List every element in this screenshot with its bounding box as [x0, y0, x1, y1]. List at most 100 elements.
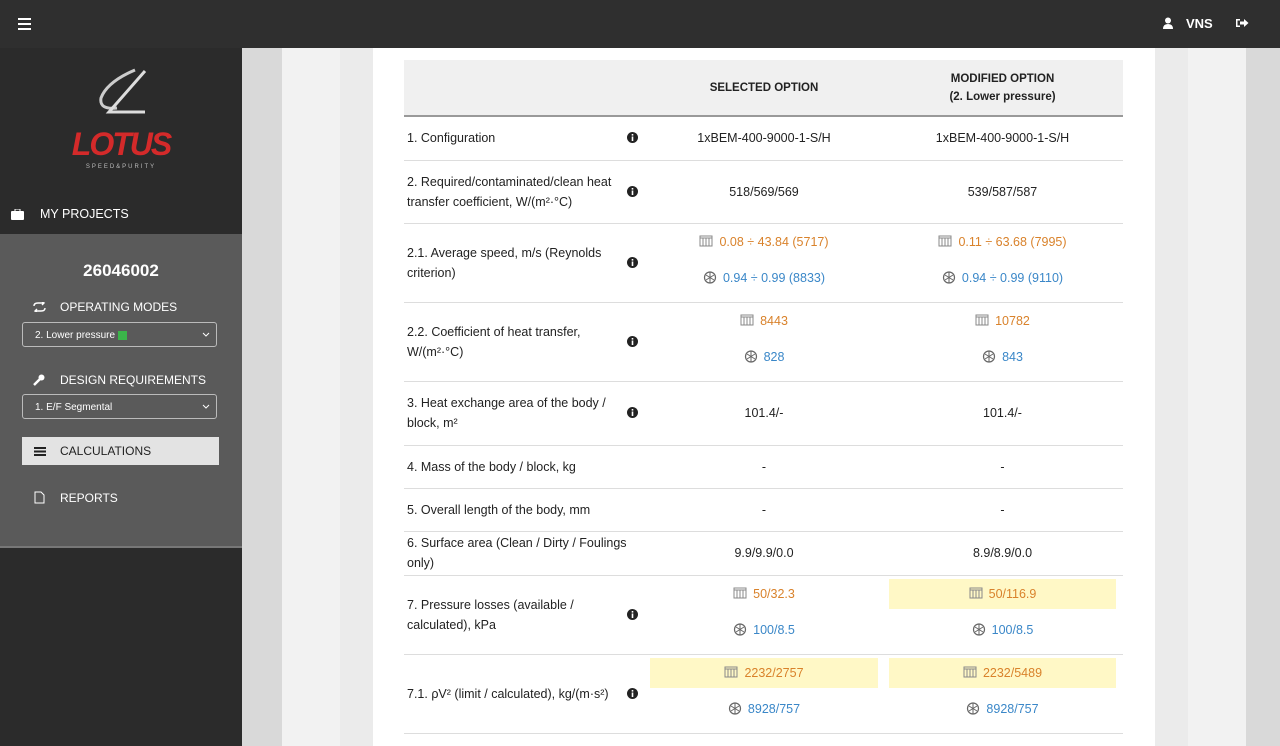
- value-modified: -: [1000, 502, 1005, 517]
- value-modified: 2232/5489 8928/757: [889, 657, 1116, 724]
- shell-line: 8928/757: [650, 694, 878, 724]
- shell-line: 828: [650, 342, 878, 372]
- tube-value: 0.11 ÷ 63.68 (7995): [958, 234, 1067, 249]
- content-card: [373, 48, 1155, 746]
- info-icon[interactable]: [626, 256, 640, 269]
- shell-line: 0.94 ÷ 0.99 (9110): [889, 263, 1116, 293]
- operating-modes-label: OPERATING MODES: [60, 300, 178, 314]
- row-label: 5. Overall length of the body, mm: [407, 502, 591, 517]
- shell-value: 100/8.5: [991, 622, 1034, 637]
- table-header: SELECTED OPTION MODIFIED OPTION (2. Lowe…: [404, 60, 1123, 117]
- row-label: 7. Pressure losses (available / calculat…: [407, 597, 574, 632]
- value-selected: -: [761, 459, 767, 474]
- tube-value: 10782: [995, 313, 1030, 328]
- value-modified: 10782 843: [889, 306, 1116, 372]
- tube-value: 50/116.9: [988, 586, 1037, 601]
- tube-icon: [975, 314, 989, 326]
- design-value: 1. E/F Segmental: [35, 402, 113, 413]
- shell-line: 100/8.5: [650, 615, 878, 645]
- shell-value: 0.94 ÷ 0.99 (8833): [722, 270, 826, 285]
- tube-line: 10782: [889, 306, 1116, 336]
- design-select[interactable]: 1. E/F Segmental: [22, 394, 217, 419]
- tube-icon: [724, 666, 738, 678]
- value-selected: 8443 828: [650, 306, 878, 372]
- operating-mode-value: 2. Lower pressure: [35, 330, 116, 341]
- tube-line: 0.11 ÷ 63.68 (7995): [889, 227, 1116, 257]
- tube-icon: [740, 314, 754, 326]
- table-row: 1. Configuration 1xBEM-400-9000-1-S/H 1xBE…: [404, 116, 1123, 161]
- info-icon[interactable]: [626, 406, 640, 419]
- shell-line: 0.94 ÷ 0.99 (8833): [650, 263, 878, 293]
- table-row: 7. Pressure losses (available / calculat…: [404, 575, 1123, 655]
- briefcase-icon: [11, 209, 24, 220]
- project-number: 26046002: [83, 261, 159, 280]
- tube-value: 2232/2757: [744, 665, 804, 680]
- shell-value: 100/8.5: [753, 622, 795, 637]
- shell-line: 843: [889, 342, 1116, 372]
- info-icon[interactable]: [626, 185, 640, 198]
- reports-link[interactable]: REPORTS: [60, 491, 118, 505]
- info-icon[interactable]: [626, 335, 640, 348]
- tube-value: 8443: [760, 313, 788, 328]
- info-icon[interactable]: [626, 608, 640, 621]
- tube-value: 50/32.3: [753, 586, 795, 601]
- user-name[interactable]: VNS: [1186, 16, 1213, 31]
- row-label: 4. Mass of the body / block, kg: [407, 459, 576, 474]
- value-modified: 1xBEM-400-9000-1-S/H: [935, 131, 1070, 145]
- top-bar: VNS: [0, 0, 1280, 48]
- shell-icon: [703, 271, 717, 284]
- tube-line: 50/32.3: [650, 579, 878, 609]
- header-modified-note: (2. Lower pressure): [949, 90, 1056, 103]
- tube-icon: [699, 235, 713, 247]
- tube-line: 50/116.9: [889, 578, 1116, 609]
- row-label: 3. Heat exchange area of the body / bloc…: [407, 396, 606, 430]
- logo-mark: [99, 68, 147, 114]
- value-modified: 0.11 ÷ 63.68 (7995) 0.94 ÷ 0.99 (9110): [889, 227, 1116, 293]
- tube-icon: [969, 587, 983, 599]
- value-modified: -: [1000, 459, 1005, 474]
- value-modified: 50/116.9 100/8.5: [889, 578, 1116, 645]
- value-modified: 8.9/8.9/0.0: [972, 546, 1033, 560]
- design-requirements-label: DESIGN REQUIREMENTS: [60, 373, 207, 387]
- table-row: 2.2. Coefficient of heat transfer, W/(m²…: [404, 302, 1123, 382]
- my-projects-link[interactable]: MY PROJECTS: [40, 207, 129, 221]
- value-selected: 2232/2757 8928/757: [650, 657, 878, 724]
- wrench-icon: [33, 374, 45, 386]
- row-label: 6. Surface area (Clean / Dirty / Fouling…: [407, 536, 627, 570]
- value-modified: 101.4/-: [983, 406, 1022, 420]
- shell-icon: [942, 271, 956, 284]
- calculations-link[interactable]: CALCULATIONS: [22, 437, 219, 465]
- logo-text: LOTUS: [71, 126, 172, 162]
- row-label: 2. Required/contaminated/clean heat tran…: [407, 174, 612, 209]
- shell-value: 8928/757: [986, 701, 1039, 716]
- tube-icon: [963, 666, 977, 678]
- table-row: 6. Surface area (Clean / Dirty / Fouling…: [404, 531, 1123, 576]
- shell-icon: [982, 350, 996, 363]
- operating-mode-select[interactable]: 2. Lower pressure: [22, 322, 217, 347]
- table-row: 2. Required/contaminated/clean heat tran…: [404, 160, 1123, 224]
- shell-line: 100/8.5: [889, 615, 1116, 645]
- project-panel: 26046002 OPERATING MODES 2. Lower pressu…: [0, 234, 242, 548]
- value-selected: -: [761, 502, 767, 517]
- shell-value: 0.94 ÷ 0.99 (9110): [961, 270, 1064, 285]
- value-selected: 50/32.3 100/8.5: [650, 579, 878, 645]
- tube-line: 8443: [650, 306, 878, 336]
- info-icon[interactable]: [626, 131, 640, 144]
- header-modified: MODIFIED OPTION (2. Lower pressure): [889, 60, 1116, 115]
- info-icon[interactable]: [626, 687, 640, 700]
- sidebar: LOTUS SPEED&PURITY MY PROJECTS 26046002 …: [0, 48, 242, 746]
- row-label: 1. Configuration: [407, 131, 496, 145]
- value-selected: 518/569/569: [729, 184, 799, 199]
- shell-icon: [728, 702, 742, 715]
- shell-line: 8928/757: [889, 694, 1116, 724]
- tube-value: 2232/5489: [982, 665, 1043, 680]
- table-row: 3. Heat exchange area of the body / bloc…: [404, 381, 1123, 446]
- shell-icon: [972, 623, 985, 636]
- calculations-text: CALCULATIONS: [60, 444, 152, 458]
- comparison-table: SELECTED OPTION MODIFIED OPTION (2. Lowe…: [404, 60, 1123, 746]
- logout-button[interactable]: [1235, 17, 1249, 29]
- panel-edge: [282, 48, 340, 746]
- menu-button[interactable]: [18, 18, 31, 30]
- header-selected: SELECTED OPTION: [709, 81, 819, 94]
